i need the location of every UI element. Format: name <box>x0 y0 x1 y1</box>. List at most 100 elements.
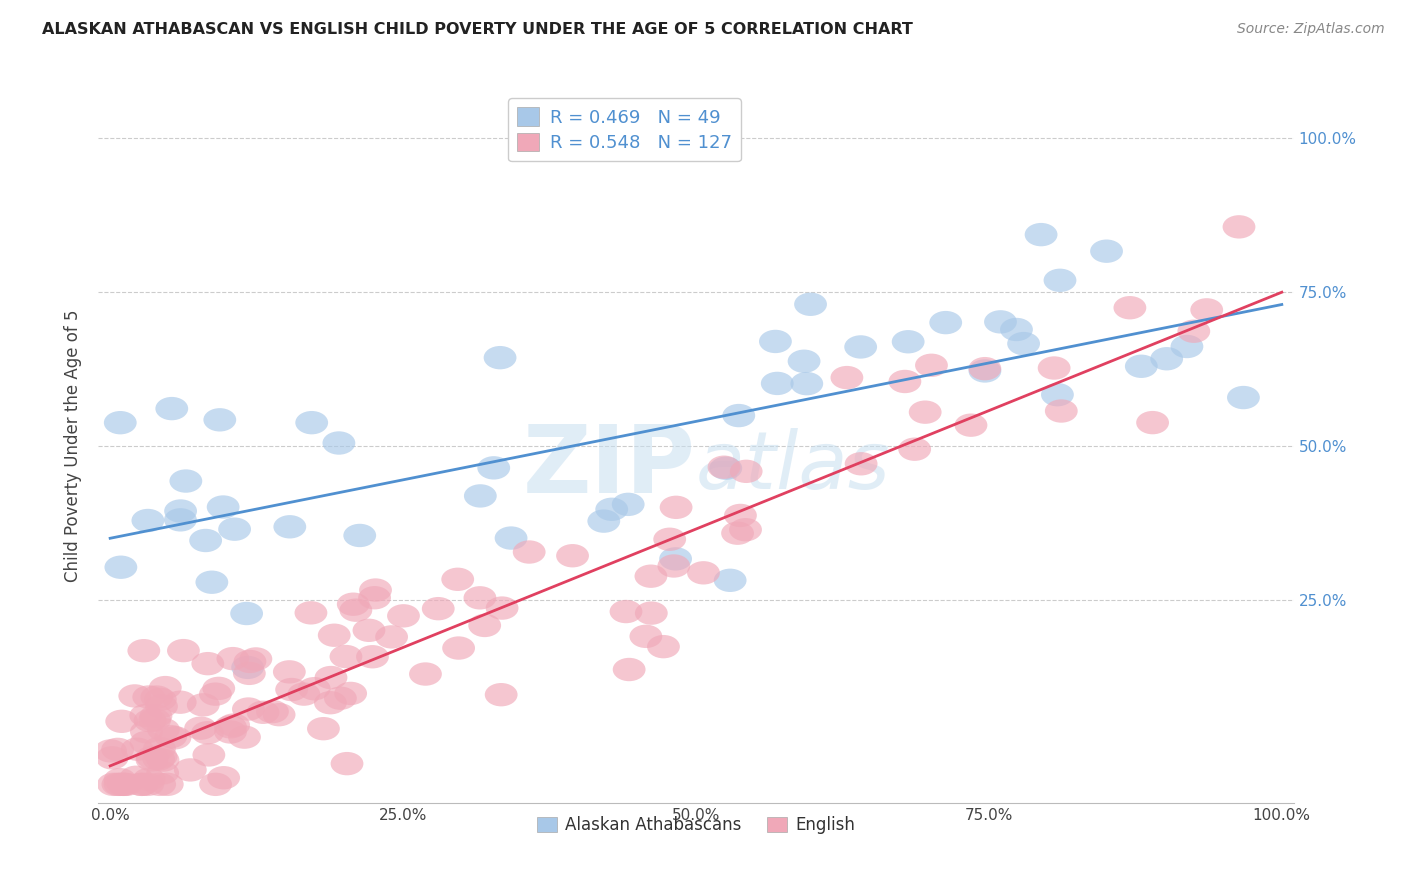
Ellipse shape <box>217 647 249 670</box>
Ellipse shape <box>485 597 519 620</box>
Ellipse shape <box>315 665 347 690</box>
Ellipse shape <box>721 522 754 545</box>
Ellipse shape <box>129 704 162 727</box>
Text: atlas: atlas <box>696 428 891 507</box>
Ellipse shape <box>217 714 250 737</box>
Ellipse shape <box>207 766 240 789</box>
Ellipse shape <box>588 509 620 533</box>
Ellipse shape <box>353 619 385 642</box>
Ellipse shape <box>287 682 321 706</box>
Ellipse shape <box>193 743 225 766</box>
Ellipse shape <box>955 414 987 437</box>
Ellipse shape <box>329 645 363 668</box>
Ellipse shape <box>110 772 142 796</box>
Ellipse shape <box>485 683 517 706</box>
Ellipse shape <box>276 678 308 701</box>
Ellipse shape <box>422 597 454 620</box>
Ellipse shape <box>1223 215 1256 238</box>
Ellipse shape <box>318 624 350 647</box>
Ellipse shape <box>101 738 134 761</box>
Ellipse shape <box>134 709 166 732</box>
Ellipse shape <box>256 700 288 723</box>
Ellipse shape <box>1090 239 1123 263</box>
Ellipse shape <box>155 725 187 748</box>
Ellipse shape <box>101 772 135 796</box>
Ellipse shape <box>359 578 392 602</box>
Ellipse shape <box>634 565 668 588</box>
Ellipse shape <box>294 601 328 624</box>
Ellipse shape <box>295 411 328 434</box>
Legend: Alaskan Athabascans, English: Alaskan Athabascans, English <box>530 810 862 841</box>
Ellipse shape <box>107 772 139 796</box>
Ellipse shape <box>207 495 239 519</box>
Ellipse shape <box>1007 332 1040 355</box>
Ellipse shape <box>330 752 363 775</box>
Ellipse shape <box>231 602 263 625</box>
Ellipse shape <box>104 556 138 579</box>
Ellipse shape <box>104 768 136 791</box>
Ellipse shape <box>730 518 762 541</box>
Ellipse shape <box>132 768 166 791</box>
Ellipse shape <box>915 353 948 377</box>
Ellipse shape <box>1136 411 1168 434</box>
Ellipse shape <box>339 599 373 622</box>
Ellipse shape <box>146 761 179 785</box>
Ellipse shape <box>724 504 756 527</box>
Ellipse shape <box>104 772 136 796</box>
Ellipse shape <box>1150 347 1182 370</box>
Ellipse shape <box>145 745 177 768</box>
Ellipse shape <box>477 456 510 480</box>
Ellipse shape <box>787 350 821 373</box>
Ellipse shape <box>630 624 662 648</box>
Ellipse shape <box>149 676 181 699</box>
Ellipse shape <box>343 524 377 547</box>
Ellipse shape <box>610 599 643 624</box>
Ellipse shape <box>409 663 441 686</box>
Ellipse shape <box>104 411 136 434</box>
Ellipse shape <box>204 409 236 432</box>
Ellipse shape <box>132 508 165 533</box>
Ellipse shape <box>214 721 247 744</box>
Text: ALASKAN ATHABASCAN VS ENGLISH CHILD POVERTY UNDER THE AGE OF 5 CORRELATION CHART: ALASKAN ATHABASCAN VS ENGLISH CHILD POVE… <box>42 22 912 37</box>
Ellipse shape <box>730 459 762 483</box>
Ellipse shape <box>167 639 200 662</box>
Ellipse shape <box>138 708 172 731</box>
Ellipse shape <box>898 437 931 461</box>
Ellipse shape <box>125 772 157 796</box>
Ellipse shape <box>513 541 546 564</box>
Ellipse shape <box>120 765 152 789</box>
Ellipse shape <box>307 717 340 740</box>
Ellipse shape <box>759 330 792 353</box>
Ellipse shape <box>165 500 197 523</box>
Ellipse shape <box>613 657 645 681</box>
Ellipse shape <box>131 772 165 796</box>
Ellipse shape <box>464 586 496 609</box>
Ellipse shape <box>233 649 266 673</box>
Ellipse shape <box>231 656 264 679</box>
Ellipse shape <box>96 747 128 770</box>
Ellipse shape <box>200 772 232 796</box>
Y-axis label: Child Poverty Under the Age of 5: Child Poverty Under the Age of 5 <box>65 310 83 582</box>
Ellipse shape <box>484 346 516 369</box>
Ellipse shape <box>659 547 692 571</box>
Ellipse shape <box>141 685 173 709</box>
Ellipse shape <box>314 691 347 714</box>
Ellipse shape <box>908 401 942 424</box>
Ellipse shape <box>202 677 235 700</box>
Ellipse shape <box>136 746 169 769</box>
Ellipse shape <box>139 705 173 728</box>
Ellipse shape <box>1114 296 1146 319</box>
Ellipse shape <box>889 370 921 393</box>
Ellipse shape <box>143 688 177 711</box>
Ellipse shape <box>1171 334 1204 359</box>
Ellipse shape <box>214 715 247 739</box>
Ellipse shape <box>761 372 793 395</box>
Ellipse shape <box>969 359 1001 383</box>
Ellipse shape <box>129 731 163 755</box>
Ellipse shape <box>97 772 129 796</box>
Ellipse shape <box>335 681 367 705</box>
Ellipse shape <box>184 716 217 739</box>
Ellipse shape <box>1043 268 1077 292</box>
Ellipse shape <box>659 496 693 519</box>
Ellipse shape <box>658 554 690 578</box>
